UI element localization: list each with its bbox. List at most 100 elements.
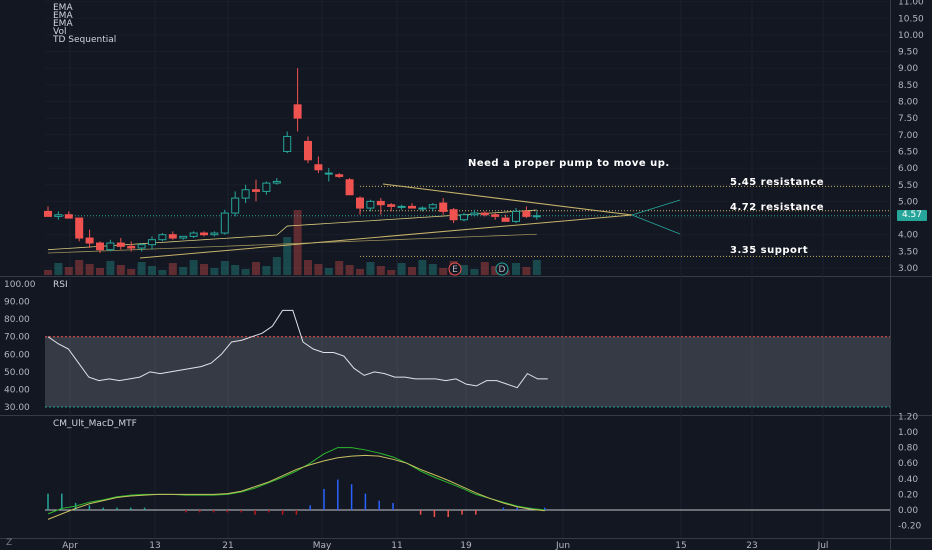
candle-body (470, 212, 479, 216)
macd-tick-label: 1.20 (898, 412, 918, 422)
candle-body (522, 210, 531, 217)
volume-bar (96, 268, 104, 275)
candle-body (64, 214, 73, 219)
study-label-vol[interactable]: Vol (53, 27, 67, 37)
candle-body (408, 205, 416, 209)
time-tick-label: 21 (222, 541, 233, 550)
volume-bar (335, 261, 344, 275)
candle-body (200, 232, 208, 236)
candle-body (314, 164, 323, 171)
candle-body (439, 202, 448, 212)
candle-body (480, 212, 489, 216)
annotation-resistance-545: 5.45 resistance (730, 177, 825, 188)
event-marker-d[interactable]: D (495, 262, 509, 276)
candle-body (293, 104, 302, 119)
time-tick-label: 11 (391, 541, 402, 550)
event-marker-label: D (499, 265, 506, 275)
volume-bar (116, 265, 125, 275)
macd-pane[interactable] (45, 447, 890, 520)
volume-bar (418, 260, 427, 275)
event-marker-circle (495, 262, 509, 276)
price-tick-label: 6.00 (898, 164, 918, 174)
study-label-td-sequential[interactable]: TD Sequential (53, 35, 117, 45)
study-label-ema-1[interactable]: EMA (53, 3, 73, 13)
candle-body (501, 217, 510, 222)
candle-body (345, 179, 354, 196)
volume-bar (293, 210, 302, 275)
candle-body (179, 235, 188, 239)
candle-body (428, 204, 437, 209)
candle-body (189, 232, 198, 237)
candle-body (220, 212, 229, 234)
price-tick-label: 3.50 (898, 247, 918, 257)
volume-bar (345, 265, 354, 275)
triangle-upper-line (382, 183, 633, 216)
volume-bar (231, 265, 240, 275)
candle-body (210, 232, 219, 236)
candle-body (168, 234, 177, 239)
candle-body (85, 237, 94, 244)
volume-bar (397, 263, 406, 275)
macd-tick-label: 0.20 (898, 490, 918, 500)
volume-bar (127, 269, 136, 275)
macd-line (47, 447, 545, 515)
projection-down-line (631, 214, 681, 235)
study-label-macd[interactable]: CM_Ult_MacD_MTF (53, 419, 137, 429)
price-tick-label: 8.50 (898, 81, 918, 91)
time-tick-label: May (313, 541, 332, 550)
event-marker-e[interactable]: E (448, 262, 462, 276)
volume-bar (106, 261, 115, 275)
volume-bar (148, 266, 156, 275)
candle-body (532, 215, 541, 218)
rsi-line (47, 309, 548, 389)
volume-bar (314, 264, 323, 275)
time-tick-label: Jun (555, 541, 570, 550)
volume-bar (168, 263, 177, 275)
triangle-lower-line (139, 214, 633, 259)
rsi-band (45, 336, 890, 407)
study-label-ema-3[interactable]: EMA (53, 19, 73, 29)
candle-body (356, 197, 364, 209)
event-marker-circle (448, 262, 462, 276)
candle-body (324, 172, 333, 175)
volume-bar (304, 260, 312, 275)
projection-up-line (631, 199, 681, 216)
volume-bar (75, 260, 84, 275)
volume-bar (470, 269, 479, 275)
price-tick-label: 7.50 (898, 114, 918, 124)
volume-bar (44, 270, 52, 275)
macd-tick-label: 0.80 (898, 444, 918, 454)
volume-bar (200, 264, 208, 275)
study-label-ema-2[interactable]: EMA (53, 11, 73, 21)
volume-bar (64, 267, 73, 275)
rsi-tick-label: 100.00 (4, 280, 36, 290)
price-tick-label: 5.50 (898, 181, 918, 191)
rsi-tick-label: 80.00 (4, 315, 30, 325)
volume-bar (480, 262, 489, 275)
candle-body (512, 210, 520, 222)
volume-bar (376, 266, 385, 275)
candle-body (44, 210, 52, 217)
price-tick-label: 6.50 (898, 147, 918, 157)
candle-body (252, 189, 260, 192)
volume-bar (512, 263, 520, 275)
candle-body (376, 200, 385, 206)
candle-body (366, 200, 375, 209)
rsi-pane[interactable] (45, 309, 890, 408)
candle-body (127, 245, 136, 249)
volume-bar (428, 264, 437, 275)
timezone-corner[interactable]: Z (6, 538, 13, 548)
candle-body (418, 207, 427, 210)
volume-bar (366, 262, 375, 275)
rsi-tick-label: 30.00 (4, 403, 30, 413)
candle-body (449, 209, 458, 221)
price-tick-label: 10.50 (898, 14, 924, 24)
study-label-rsi[interactable]: RSI (53, 280, 68, 290)
volume-bar (522, 267, 531, 275)
candle-body (158, 234, 167, 241)
volume-bar (158, 270, 167, 275)
last-price-badge: 4.57 (897, 210, 927, 221)
candle-body (397, 205, 406, 208)
